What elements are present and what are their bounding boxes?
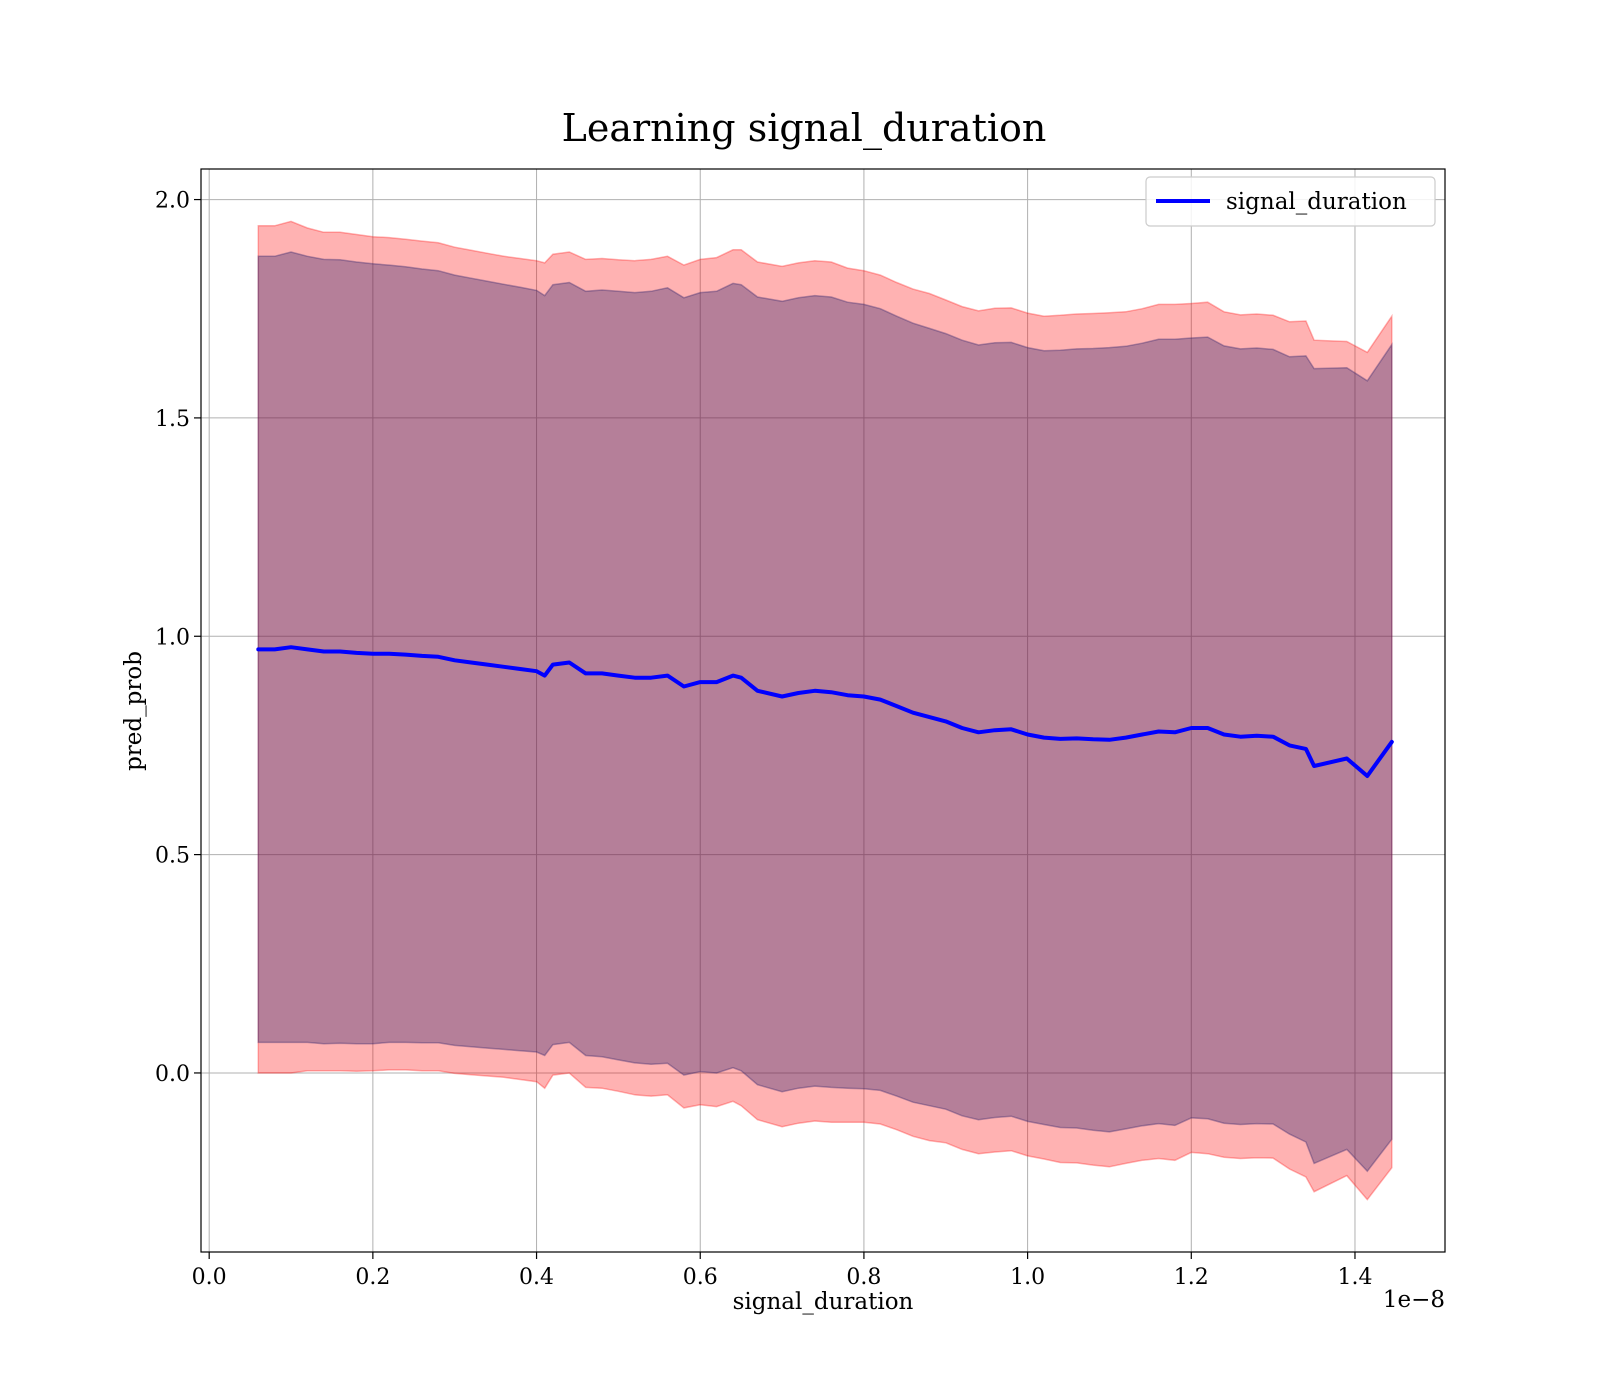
legend-box [1145,176,1436,227]
series-lines [256,645,1394,778]
y-tick-label: 0.5 [155,844,190,869]
x-tick-label: 0.4 [519,1265,554,1290]
x-tick-label: 1.4 [1337,1265,1372,1290]
y-axis-title: pred_prob [121,651,147,771]
x-axis-offset-label: 1e−8 [1383,1287,1445,1313]
legend: signal_duration [1145,176,1436,227]
x-tick-label: 0.2 [355,1265,390,1290]
x-tick-label: 1.0 [1010,1265,1045,1290]
confidence-band [257,251,1393,1173]
y-tick-label: 0.0 [155,1062,190,1087]
confidence-band [257,220,1393,1201]
y-tick-label: 1.0 [155,625,190,650]
x-axis-ticks: 0.0 0.2 0.4 0.6 0.8 1.0 1.2 1.4 [192,1252,1372,1290]
x-tick-label: 0.0 [192,1265,227,1290]
series-line [256,645,1394,778]
x-tick-label: 0.8 [846,1265,881,1290]
chart-title: Learning signal_duration [562,106,1047,151]
y-tick-label: 2.0 [155,189,190,214]
x-axis-title: signal_duration [733,1289,914,1315]
y-axis-ticks: 0.0 0.5 1.0 1.5 2.0 [155,189,201,1087]
legend-label: signal_duration [1226,189,1407,215]
x-tick-label: 1.2 [1174,1265,1209,1290]
confidence-bands [257,220,1393,1201]
x-tick-label: 0.6 [683,1265,718,1290]
plot-frame [200,168,1446,1253]
y-tick-label: 1.5 [155,407,190,432]
